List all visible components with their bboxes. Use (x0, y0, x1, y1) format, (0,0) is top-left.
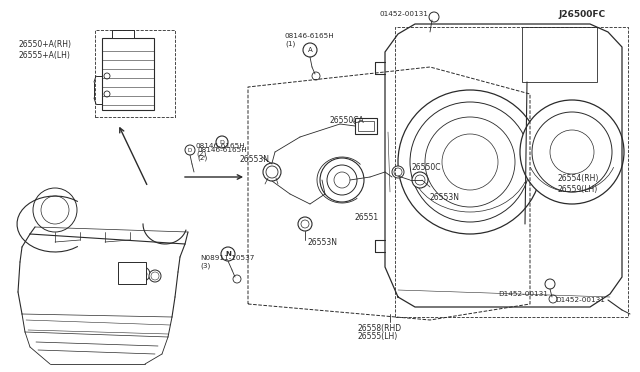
Text: J26500FC: J26500FC (558, 10, 605, 19)
Text: A: A (308, 47, 312, 53)
Circle shape (139, 270, 147, 278)
Text: D1452-00131: D1452-00131 (498, 291, 548, 297)
Circle shape (412, 172, 428, 188)
Text: 26554(RH)
26559(LH): 26554(RH) 26559(LH) (558, 174, 600, 194)
Circle shape (151, 272, 159, 280)
Circle shape (415, 175, 425, 185)
Bar (522, 27, 597, 82)
Circle shape (301, 220, 309, 228)
Circle shape (545, 279, 555, 289)
Text: 26550+A(RH)
26555+A(LH): 26550+A(RH) 26555+A(LH) (18, 40, 71, 60)
Text: 26558(RHD: 26558(RHD (358, 324, 402, 333)
Circle shape (394, 168, 402, 176)
Bar (102, 38, 154, 110)
Circle shape (520, 100, 624, 204)
Text: N08911-10537
(3): N08911-10537 (3) (200, 255, 254, 269)
Text: 08146-6165H
(2): 08146-6165H (2) (197, 147, 247, 161)
Circle shape (327, 165, 357, 195)
Circle shape (233, 275, 241, 283)
Circle shape (442, 134, 498, 190)
Bar (355, 118, 377, 134)
Text: 08146-6165H
(2): 08146-6165H (2) (196, 143, 246, 157)
Circle shape (216, 136, 228, 148)
Text: 26555(LH): 26555(LH) (358, 331, 398, 340)
Text: D: D (188, 148, 192, 153)
Text: 08146-6165H
(1): 08146-6165H (1) (285, 33, 335, 47)
Circle shape (266, 166, 278, 178)
Circle shape (298, 217, 312, 231)
Text: D1452-00131: D1452-00131 (555, 297, 605, 303)
Circle shape (532, 112, 612, 192)
Circle shape (104, 91, 110, 97)
Circle shape (120, 264, 136, 280)
Circle shape (221, 247, 235, 261)
Text: 26550C: 26550C (412, 163, 442, 171)
Circle shape (398, 90, 542, 234)
Circle shape (123, 267, 133, 277)
Text: 26553N: 26553N (240, 154, 270, 164)
Text: 01452-00131: 01452-00131 (380, 11, 429, 17)
Circle shape (320, 158, 364, 202)
Circle shape (550, 130, 594, 174)
Circle shape (410, 102, 530, 222)
Circle shape (33, 188, 77, 232)
Text: 26553N: 26553N (308, 237, 338, 247)
Text: N: N (225, 251, 231, 257)
Circle shape (334, 172, 350, 188)
Circle shape (312, 72, 320, 80)
Text: D: D (220, 140, 225, 144)
Circle shape (149, 270, 161, 282)
Text: 26551: 26551 (355, 212, 379, 221)
Circle shape (303, 43, 317, 57)
Bar (358, 121, 374, 131)
Circle shape (41, 196, 69, 224)
Circle shape (392, 166, 404, 178)
Circle shape (425, 117, 515, 207)
Circle shape (136, 267, 150, 281)
Circle shape (263, 163, 281, 181)
Bar (118, 262, 146, 284)
Circle shape (185, 145, 195, 155)
Circle shape (549, 295, 557, 303)
Bar (112, 30, 134, 38)
Circle shape (429, 12, 439, 22)
Circle shape (104, 73, 110, 79)
Text: 26553N: 26553N (430, 192, 460, 202)
Text: 26550CA: 26550CA (330, 115, 365, 125)
